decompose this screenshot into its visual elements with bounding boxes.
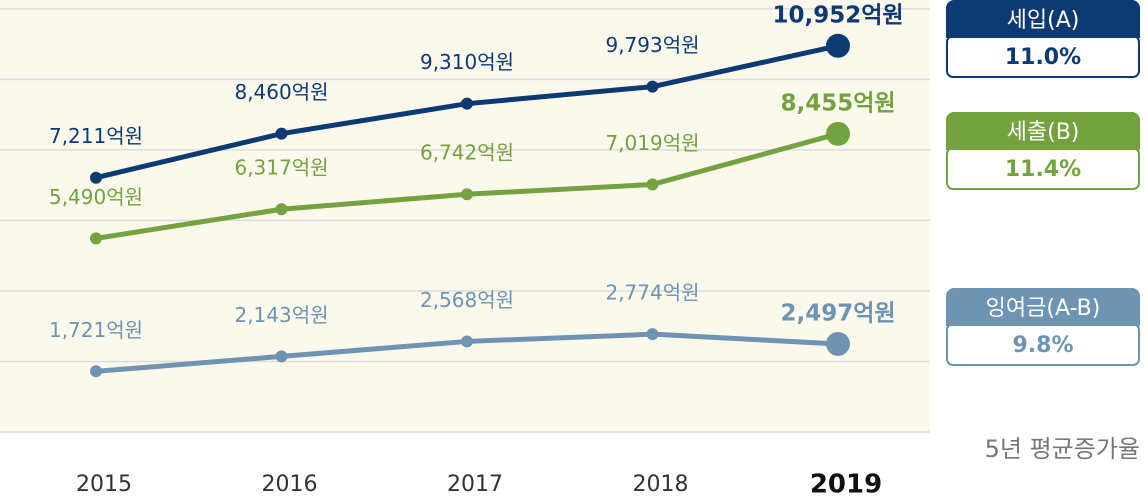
point [275, 127, 288, 140]
value-label: 7,211억원 [49, 124, 143, 148]
value-label: 2,143억원 [234, 303, 328, 327]
plot-background [0, 0, 930, 432]
point [646, 328, 659, 341]
value-label: 9,310억원 [420, 50, 514, 74]
value-label: 6,742억원 [420, 141, 514, 165]
x-tick-label: 2015 [76, 472, 132, 497]
value-label: 2,568억원 [420, 288, 514, 312]
value-label: 5,490억원 [49, 185, 143, 209]
value-label: 2,774억원 [605, 281, 699, 305]
point [826, 331, 850, 356]
value-label: 6,317억원 [234, 156, 328, 180]
legend-header-fill [946, 132, 1140, 150]
legend-growth: 9.8% [1012, 333, 1073, 358]
point [275, 350, 288, 363]
point [826, 121, 850, 146]
x-tick-label: 2019 [810, 470, 882, 498]
x-tick-label: 2018 [633, 472, 689, 497]
legend-growth: 11.0% [1005, 45, 1081, 70]
legend-name: 세출(B) [1007, 120, 1080, 145]
legend-header-fill [946, 20, 1140, 38]
legend-growth: 11.4% [1005, 157, 1081, 182]
value-label: 8,455억원 [780, 90, 895, 116]
point [826, 33, 850, 58]
value-label: 9,793억원 [605, 33, 699, 57]
point [90, 232, 102, 245]
point [461, 188, 473, 201]
point [646, 80, 659, 93]
legend-name: 잉여금(A-B) [986, 296, 1101, 321]
value-label: 2,497억원 [780, 300, 895, 326]
point [646, 178, 659, 191]
point [90, 365, 102, 378]
x-tick-label: 2016 [262, 472, 318, 497]
legend-name: 세입(A) [1007, 8, 1080, 33]
point [90, 171, 102, 184]
value-label: 8,460억원 [234, 80, 328, 104]
point [461, 97, 473, 110]
value-label: 1,721억원 [49, 318, 143, 342]
note: 5년 평균증가율 [985, 435, 1140, 463]
legend-header-fill [946, 308, 1140, 326]
point [461, 335, 473, 348]
point [275, 203, 288, 216]
x-tick-label: 2017 [447, 472, 503, 497]
value-label: 7,019억원 [605, 131, 699, 155]
value-label: 10,952억원 [772, 2, 903, 28]
